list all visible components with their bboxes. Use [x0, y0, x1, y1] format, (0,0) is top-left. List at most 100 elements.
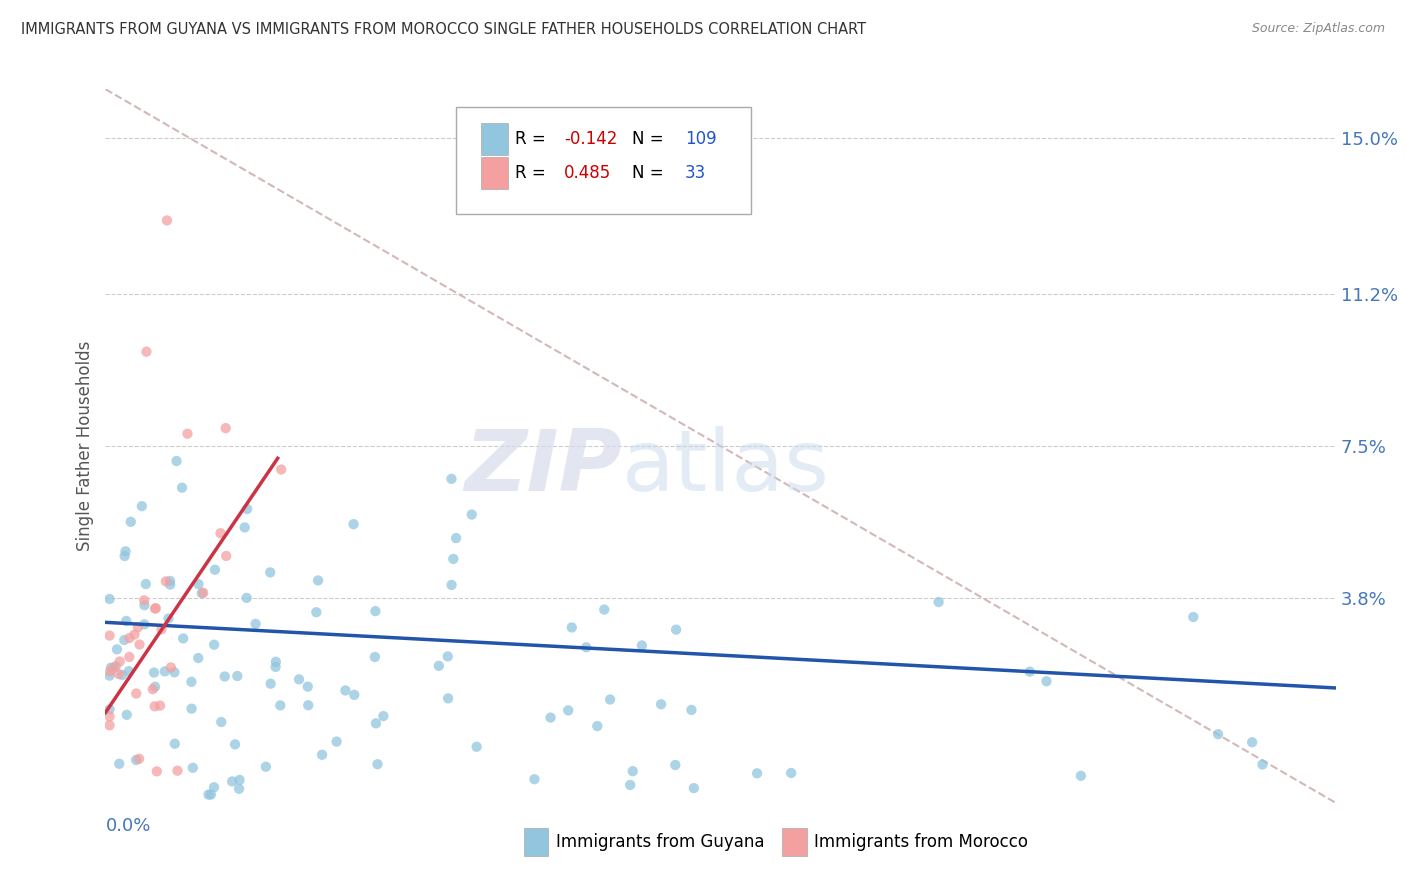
- Point: [143, 699, 166, 714]
- Point: [159, 574, 181, 588]
- Text: IMMIGRANTS FROM GUYANA VS IMMIGRANTS FROM MOROCCO SINGLE FATHER HOUSEHOLDS CORRE: IMMIGRANTS FROM GUYANA VS IMMIGRANTS FRO…: [21, 22, 866, 37]
- Point: [118, 631, 141, 645]
- Text: 0.0%: 0.0%: [105, 817, 150, 835]
- Point: [112, 633, 135, 648]
- Point: [197, 788, 219, 802]
- Point: [193, 586, 215, 600]
- Point: [1182, 610, 1205, 624]
- Point: [264, 660, 287, 674]
- Point: [131, 499, 153, 513]
- Point: [204, 563, 226, 577]
- FancyBboxPatch shape: [456, 107, 751, 214]
- Point: [619, 778, 641, 792]
- Point: [202, 638, 225, 652]
- Point: [1241, 735, 1264, 749]
- Text: 109: 109: [685, 130, 717, 148]
- Point: [561, 620, 583, 634]
- Point: [125, 686, 148, 700]
- Point: [155, 574, 177, 589]
- Point: [127, 620, 149, 634]
- Point: [228, 781, 250, 796]
- Text: Immigrants from Morocco: Immigrants from Morocco: [814, 833, 1028, 851]
- Point: [143, 665, 166, 680]
- Point: [114, 549, 136, 563]
- Point: [128, 638, 150, 652]
- Point: [214, 669, 236, 683]
- Point: [103, 660, 125, 674]
- Point: [444, 531, 467, 545]
- Point: [1035, 674, 1057, 689]
- Point: [307, 574, 329, 588]
- Bar: [782, 828, 807, 856]
- Point: [745, 766, 768, 780]
- Point: [557, 703, 579, 717]
- Text: Immigrants from Guyana: Immigrants from Guyana: [555, 833, 765, 851]
- Point: [1206, 727, 1229, 741]
- Point: [305, 605, 328, 619]
- Point: [134, 617, 156, 632]
- Point: [1070, 769, 1092, 783]
- Point: [235, 591, 257, 605]
- Point: [228, 772, 250, 787]
- Point: [288, 673, 311, 687]
- Point: [153, 665, 176, 679]
- Point: [621, 764, 644, 779]
- Point: [108, 756, 131, 771]
- Point: [224, 737, 246, 751]
- Bar: [481, 157, 508, 189]
- Point: [135, 344, 157, 359]
- Point: [599, 692, 621, 706]
- Point: [364, 604, 387, 618]
- Text: 0.485: 0.485: [564, 164, 612, 182]
- Text: -0.142: -0.142: [564, 130, 617, 148]
- Point: [270, 462, 292, 476]
- Point: [166, 764, 188, 778]
- Point: [780, 766, 803, 780]
- Point: [367, 757, 389, 772]
- Point: [143, 680, 166, 694]
- Text: atlas: atlas: [621, 425, 830, 509]
- Point: [98, 665, 121, 679]
- Point: [465, 739, 488, 754]
- Point: [436, 649, 458, 664]
- Point: [180, 701, 202, 715]
- Point: [143, 601, 166, 615]
- Point: [108, 667, 131, 681]
- Point: [98, 668, 121, 682]
- Point: [128, 752, 150, 766]
- Point: [364, 650, 387, 665]
- Y-axis label: Single Father Households: Single Father Households: [76, 341, 94, 551]
- Point: [120, 515, 142, 529]
- Point: [118, 649, 141, 664]
- Point: [98, 702, 121, 716]
- Point: [461, 508, 484, 522]
- Text: N =: N =: [633, 130, 669, 148]
- Point: [105, 642, 128, 657]
- Point: [145, 601, 167, 615]
- Point: [215, 421, 238, 435]
- Point: [215, 549, 238, 563]
- Point: [170, 481, 193, 495]
- Point: [269, 698, 291, 713]
- Point: [134, 598, 156, 612]
- Point: [104, 659, 127, 673]
- Point: [664, 758, 686, 772]
- Point: [259, 676, 281, 690]
- Point: [221, 774, 243, 789]
- Point: [180, 674, 202, 689]
- Point: [593, 602, 616, 616]
- Point: [200, 788, 222, 802]
- Point: [226, 669, 249, 683]
- Point: [373, 709, 395, 723]
- Point: [98, 592, 121, 607]
- Point: [523, 772, 546, 787]
- Point: [135, 577, 157, 591]
- Point: [156, 213, 179, 227]
- Point: [440, 472, 463, 486]
- Point: [650, 698, 672, 712]
- Text: R =: R =: [515, 164, 551, 182]
- Point: [176, 426, 198, 441]
- Point: [233, 520, 256, 534]
- Point: [150, 623, 173, 637]
- Point: [160, 660, 183, 674]
